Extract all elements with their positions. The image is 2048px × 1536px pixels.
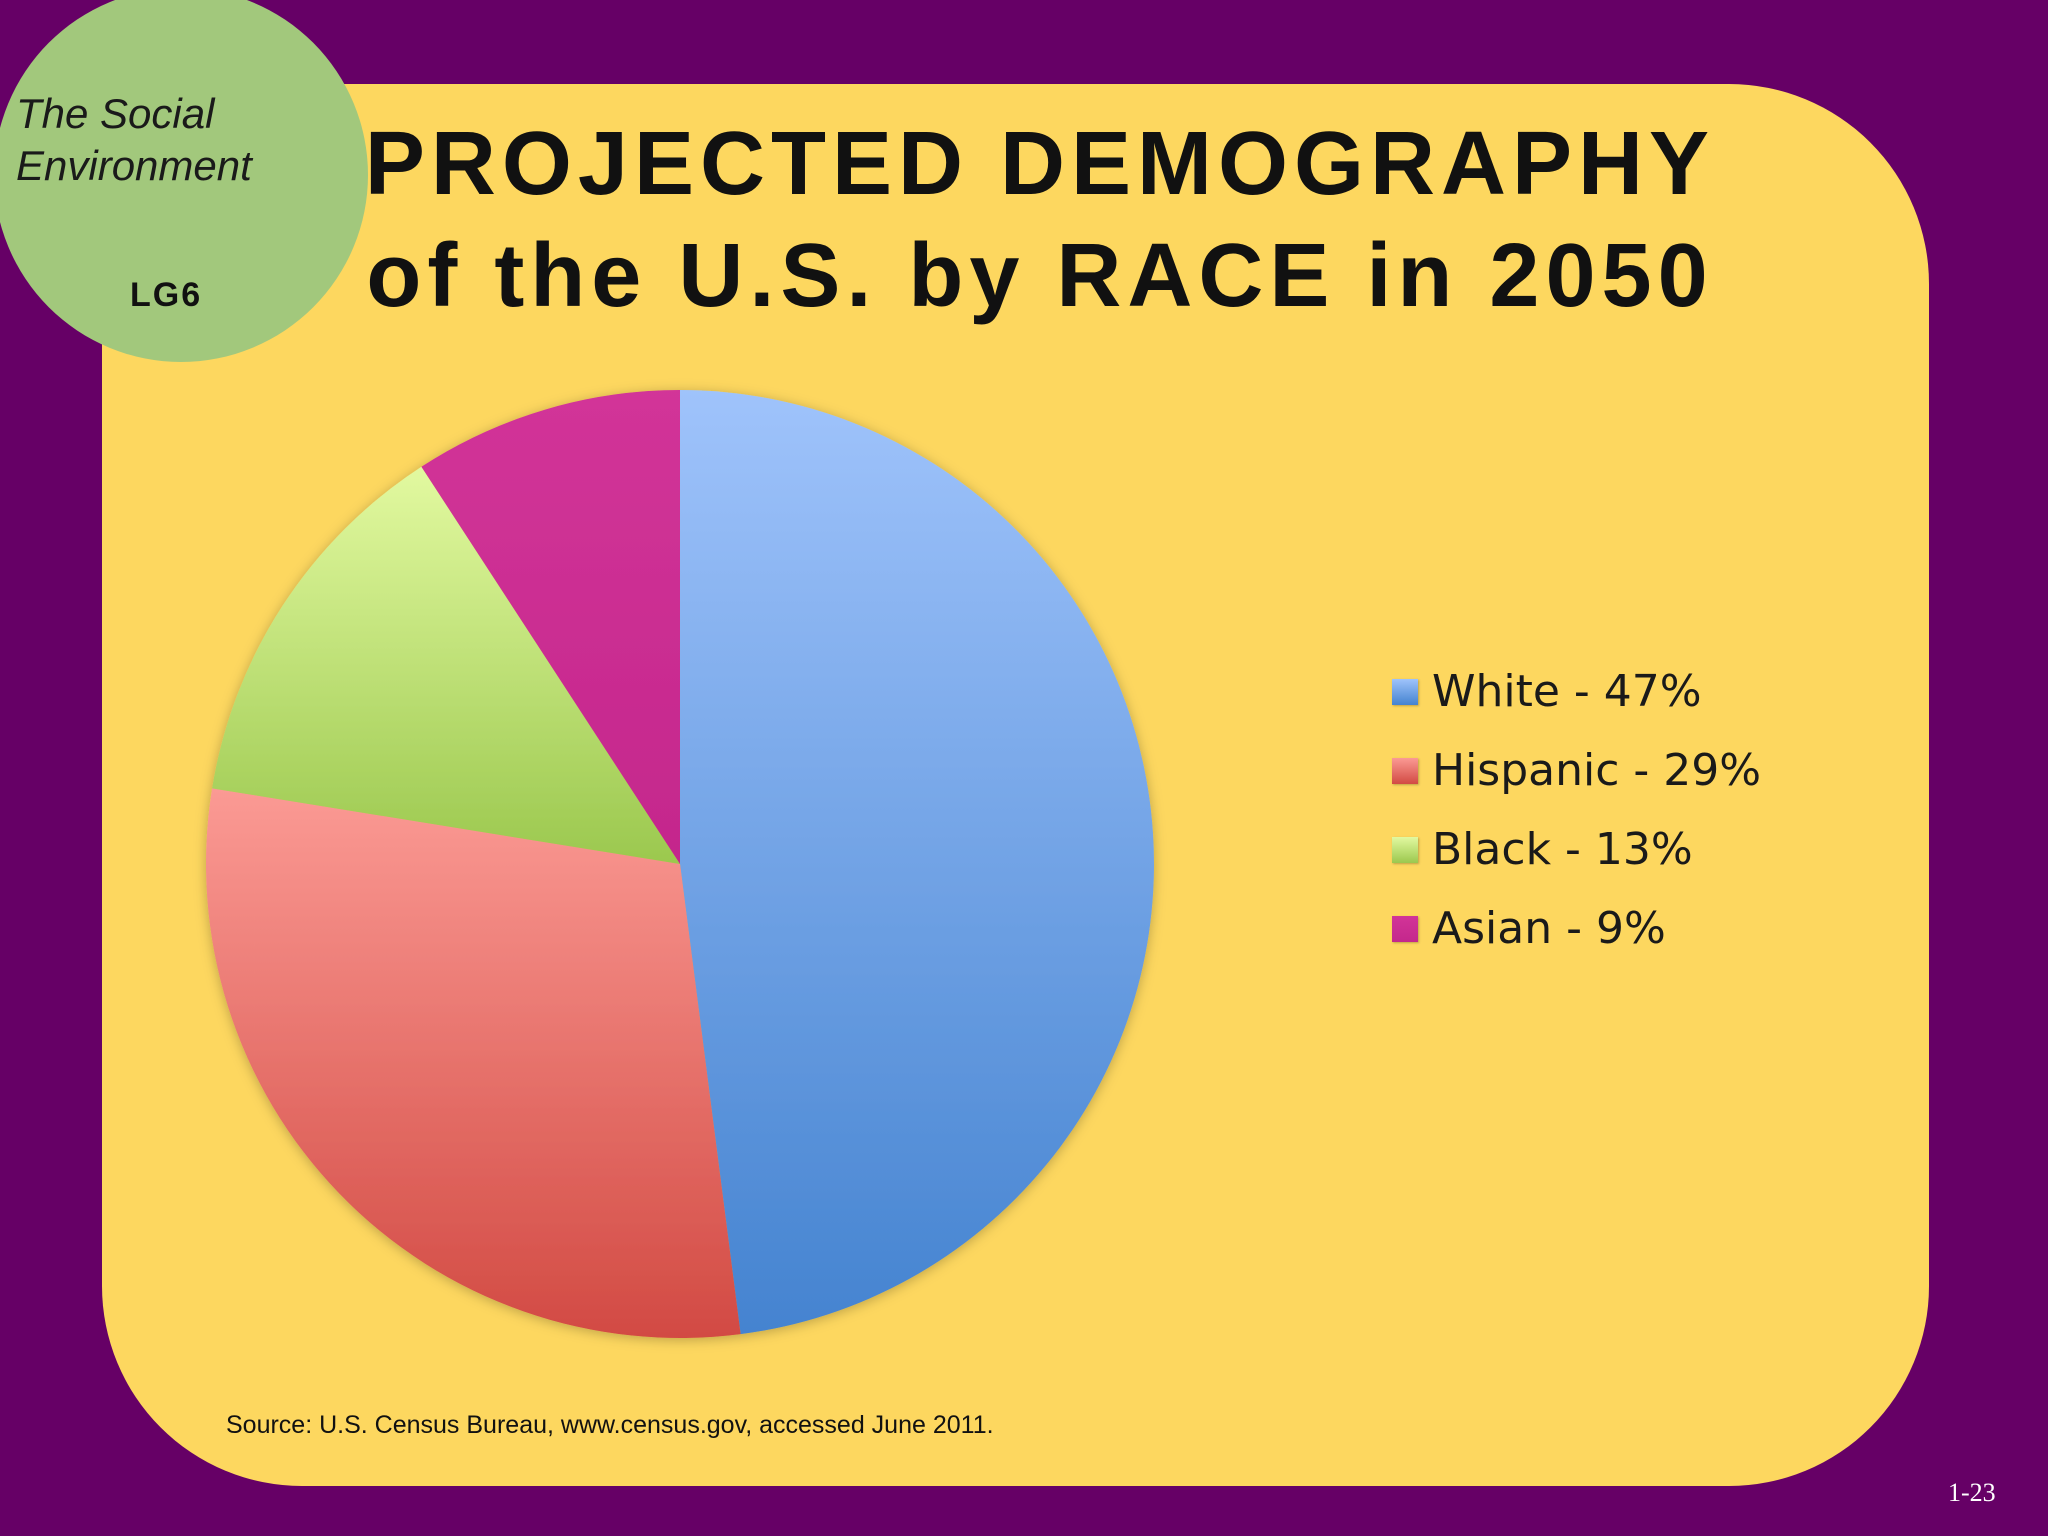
legend-label-white: White - 47% [1432, 666, 1702, 717]
slide-title-line-2: of the U.S. by RACE in 2050 [366, 226, 1714, 326]
legend-swatch-asian [1392, 915, 1418, 942]
section-badge: The Social Environment LG6 [0, 0, 368, 362]
slide-title-line-1: PROJECTED DEMOGRAPHY [364, 114, 1716, 214]
source-note: Source: U.S. Census Bureau, www.census.g… [226, 1411, 994, 1439]
pie-slice-hispanic [206, 788, 741, 1339]
badge-code: LG6 [130, 276, 203, 314]
legend-item-black: Black - 13% [1392, 810, 1761, 889]
slide-title: PROJECTED DEMOGRAPHY of the U.S. by RACE… [350, 108, 1730, 332]
pie-slice-white [680, 390, 1154, 1335]
pie-chart [206, 390, 1154, 1339]
pie-slice-asian [421, 390, 680, 864]
legend-swatch-white [1392, 678, 1418, 705]
page-number: 1-23 [1948, 1478, 1996, 1507]
legend-label-asian: Asian - 9% [1432, 903, 1666, 954]
legend-item-white: White - 47% [1392, 652, 1761, 731]
legend-swatch-hispanic [1392, 757, 1418, 784]
legend-label-hispanic: Hispanic - 29% [1432, 745, 1762, 796]
legend-item-hispanic: Hispanic - 29% [1392, 731, 1761, 810]
legend-swatch-black [1392, 836, 1418, 863]
legend-item-asian: Asian - 9% [1392, 889, 1761, 968]
legend-label-black: Black - 13% [1432, 824, 1693, 875]
badge-title: The Social Environment [16, 90, 252, 189]
pie-slice-black [212, 466, 680, 864]
chart-legend: White - 47% Hispanic - 29% Black - 13% Asia… [1392, 652, 1761, 968]
